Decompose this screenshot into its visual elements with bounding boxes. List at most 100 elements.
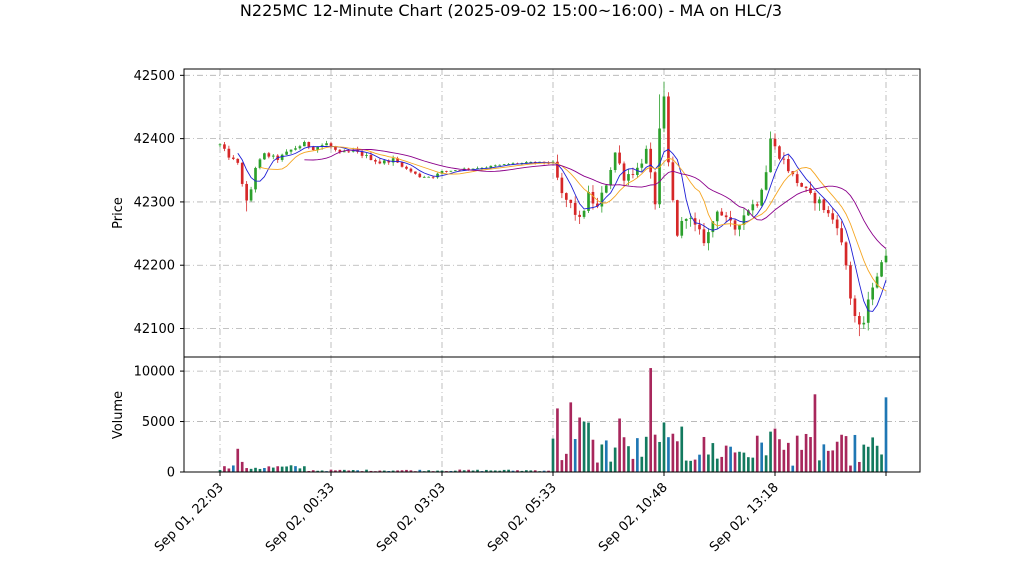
candle-body bbox=[227, 148, 231, 158]
volume-bar bbox=[862, 444, 866, 472]
volume-bar bbox=[436, 470, 439, 472]
volume-bar bbox=[223, 466, 226, 472]
candle-body bbox=[689, 218, 692, 220]
volume-bar bbox=[231, 465, 235, 472]
candle-body bbox=[667, 96, 670, 163]
candle-body bbox=[622, 163, 626, 181]
volume-bar bbox=[471, 470, 475, 472]
candle-body bbox=[400, 162, 404, 167]
candle-body bbox=[436, 173, 439, 178]
candle-body bbox=[720, 211, 724, 216]
candle-body bbox=[329, 143, 333, 147]
candle-body bbox=[502, 164, 506, 165]
volume-bar bbox=[467, 469, 470, 472]
volume-bar bbox=[298, 468, 302, 472]
volume-bar bbox=[427, 470, 431, 472]
volume-bar bbox=[365, 469, 368, 472]
volume-bar bbox=[733, 452, 737, 472]
candle-body bbox=[369, 154, 373, 161]
volume-bar bbox=[875, 445, 879, 472]
candle-body bbox=[680, 220, 684, 236]
volume-bar bbox=[791, 465, 795, 472]
candle-body bbox=[862, 322, 866, 325]
volume-bar bbox=[822, 444, 826, 472]
volume-bar bbox=[458, 469, 462, 472]
candle-body bbox=[223, 144, 226, 149]
volume-bar bbox=[640, 456, 644, 472]
volume-bar bbox=[271, 467, 275, 472]
volume-bar bbox=[871, 437, 875, 472]
volume-bar bbox=[249, 468, 253, 472]
volume-bar bbox=[884, 397, 888, 472]
candle-body bbox=[396, 158, 399, 163]
volume-bar bbox=[649, 368, 653, 472]
volume-bar bbox=[520, 470, 524, 472]
candle-body bbox=[511, 163, 515, 165]
volume-bar bbox=[715, 458, 719, 472]
volume-bar bbox=[778, 439, 781, 472]
volume-bar bbox=[569, 402, 573, 472]
volume-bar bbox=[493, 470, 497, 472]
candle-body bbox=[755, 204, 759, 206]
volume-bar bbox=[596, 462, 599, 472]
candle-body bbox=[831, 213, 835, 220]
volume-bar bbox=[489, 470, 493, 472]
price-y-ticks: 42100 42200 42300 42400 42500 bbox=[134, 69, 184, 337]
candle-body bbox=[627, 174, 630, 181]
volume-bar bbox=[782, 449, 786, 472]
candle-body bbox=[236, 158, 240, 163]
candle-body bbox=[458, 170, 462, 172]
volume-bar bbox=[693, 459, 697, 472]
volume-bar bbox=[773, 428, 777, 472]
volume-bar bbox=[675, 441, 679, 472]
candle-body bbox=[822, 199, 826, 211]
volume-bar bbox=[542, 470, 546, 472]
volume-bar bbox=[587, 422, 590, 472]
candle-body bbox=[596, 203, 599, 207]
candle-body bbox=[675, 200, 679, 236]
candle-body bbox=[875, 276, 879, 288]
volume-bar bbox=[280, 466, 284, 472]
price-candles bbox=[218, 81, 888, 337]
volume-bar bbox=[476, 469, 479, 472]
candle-body bbox=[267, 153, 271, 157]
candle-body bbox=[658, 128, 661, 205]
volume-bar bbox=[303, 466, 306, 472]
candle-body bbox=[431, 176, 435, 178]
volume-bar bbox=[631, 458, 635, 472]
volume-bar bbox=[813, 394, 817, 472]
volume-bar bbox=[840, 434, 843, 472]
volume-bar bbox=[680, 426, 684, 472]
candle-body bbox=[782, 158, 786, 160]
volume-bar bbox=[689, 460, 692, 472]
volume-bar bbox=[738, 451, 741, 472]
candle-body bbox=[747, 210, 750, 216]
candle-body bbox=[240, 162, 244, 184]
candle-body bbox=[769, 138, 772, 173]
volume-bar bbox=[800, 449, 803, 472]
candle-body bbox=[449, 170, 453, 172]
volume-bar bbox=[711, 443, 715, 472]
volume-bar bbox=[551, 438, 555, 472]
volume-bar bbox=[285, 466, 288, 472]
candle-body bbox=[245, 183, 248, 201]
volume-bar bbox=[462, 470, 466, 472]
volume-bar bbox=[653, 434, 657, 472]
volume-bar bbox=[609, 461, 613, 472]
x-tick-label: Sep 02, 00:33 bbox=[263, 480, 338, 555]
candle-body bbox=[800, 183, 803, 187]
candle-body bbox=[378, 161, 382, 164]
candle-body bbox=[453, 170, 457, 172]
candle-body bbox=[813, 192, 817, 204]
volume-bar bbox=[880, 454, 883, 472]
volume-bar bbox=[604, 440, 608, 472]
candle-body bbox=[564, 193, 568, 200]
candle-body bbox=[529, 161, 533, 163]
price-tick-label: 42400 bbox=[134, 132, 175, 147]
volume-bar bbox=[511, 470, 515, 472]
volume-bar bbox=[853, 434, 857, 472]
volume-bar bbox=[564, 453, 568, 472]
candle-body bbox=[271, 155, 275, 157]
